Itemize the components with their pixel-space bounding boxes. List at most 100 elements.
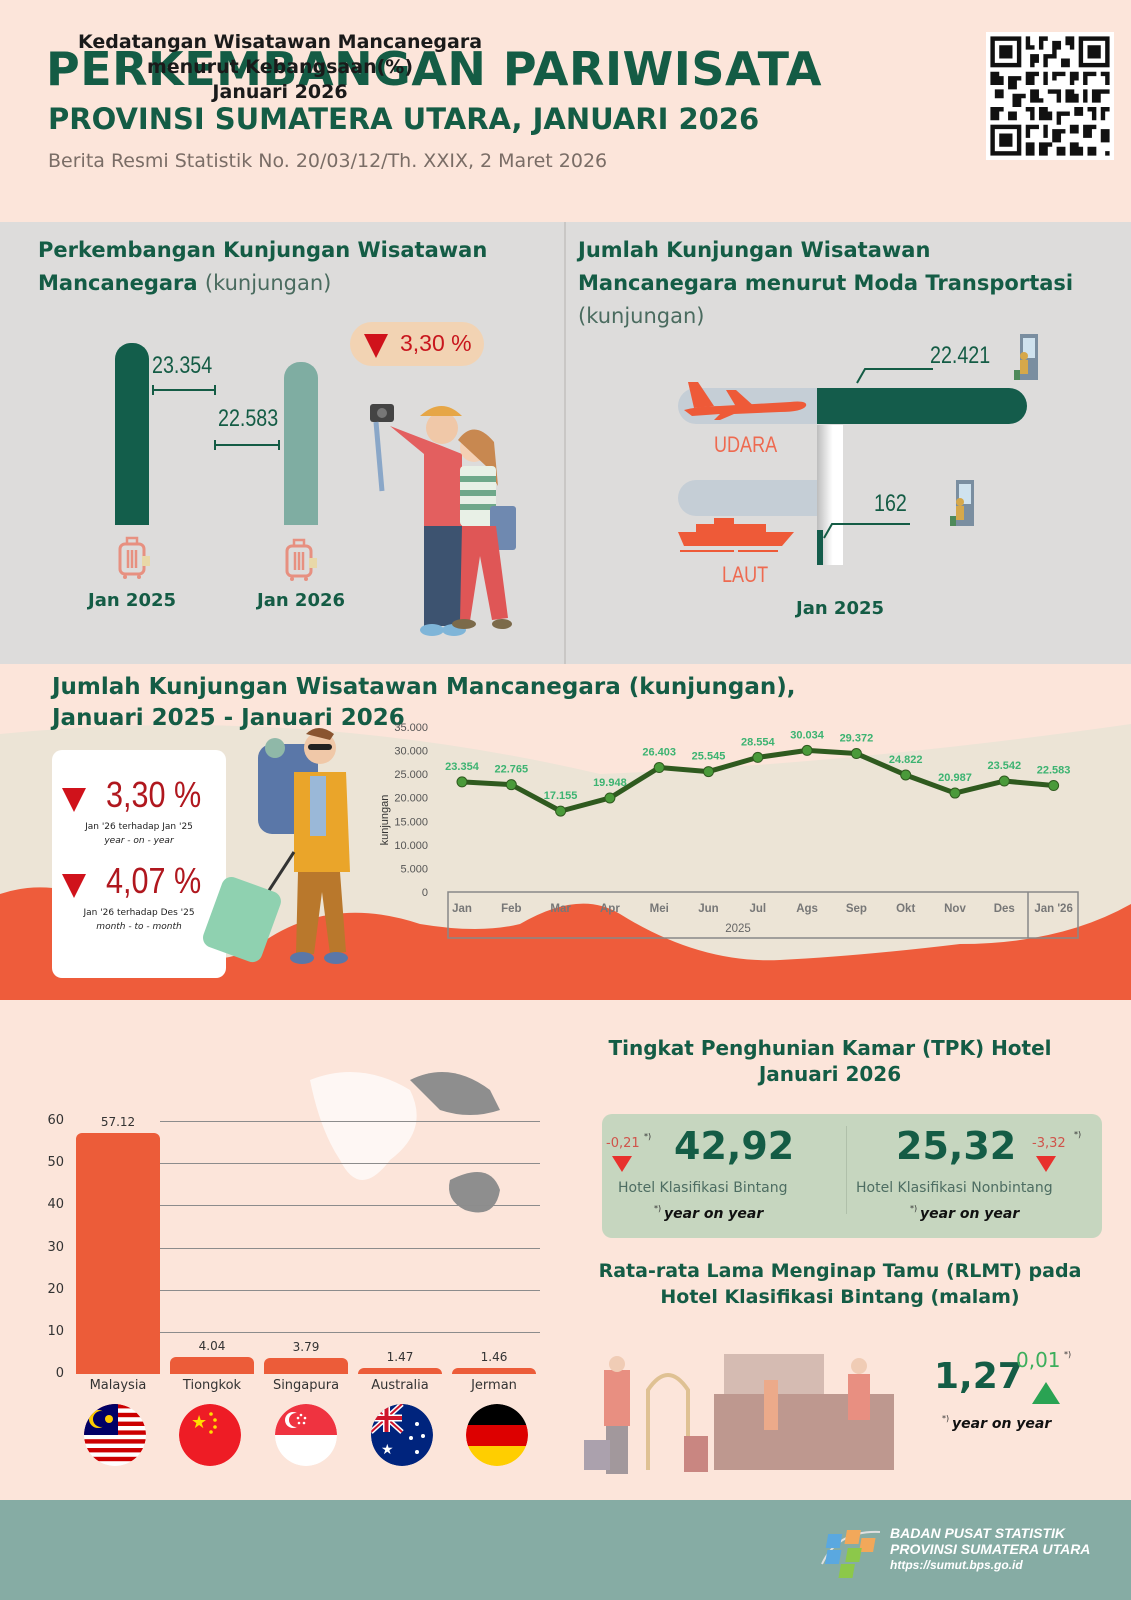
- x-tick-label: Jan: [452, 903, 472, 915]
- x-tick-label: Jan '26: [1034, 903, 1073, 915]
- flag-china-icon: ★: [179, 1404, 241, 1470]
- flag-australia-icon: ★: [371, 1404, 433, 1470]
- data-point: [1048, 780, 1060, 792]
- category-label: Malaysia: [89, 1378, 147, 1393]
- change-stats-card: 3,30 % Jan '26 terhadap Jan '25 year - o…: [52, 750, 226, 978]
- mtm-value: 4,07 %: [106, 860, 202, 901]
- data-point: [604, 792, 616, 804]
- nationality-title-line: menurut Kebangsaan(%): [146, 56, 414, 78]
- rlmt-note: year on year: [952, 1416, 1052, 1432]
- org-name: BADAN PUSAT STATISTIK: [890, 1525, 1065, 1541]
- tpk-title-line: Tingkat Penghunian Kamar (TPK) Hotel: [608, 1036, 1052, 1060]
- tpk-star-label: Hotel Klasifikasi Bintang: [618, 1180, 788, 1196]
- track-laut: [678, 480, 830, 516]
- flag-germany-icon: [466, 1404, 528, 1470]
- gridline: [160, 1331, 540, 1333]
- nationality-title: Kedatangan Wisatawan Mancanegara menurut…: [50, 30, 510, 105]
- transport-title-line: Jumlah Kunjungan Wisatawan: [578, 238, 931, 262]
- rlmt-value: 1,27: [934, 1356, 1023, 1397]
- qr-code-icon[interactable]: [986, 32, 1114, 160]
- y-tick-label: 0: [55, 1366, 64, 1381]
- x-tick-label: Sep: [846, 903, 867, 915]
- y-tick-label: 35.000: [394, 722, 428, 734]
- y-tick-label: 30: [47, 1239, 64, 1255]
- hotel-lobby-illustration: [584, 1354, 894, 1474]
- data-label: 28.554: [741, 736, 776, 748]
- mode-label-udara: UDARA: [714, 432, 778, 457]
- down-arrow-icon: [364, 334, 388, 358]
- trend-section: Jumlah Kunjungan Wisatawan Mancanegara (…: [0, 664, 1131, 1000]
- data-label: 23.542: [987, 760, 1021, 772]
- data-point: [555, 805, 567, 817]
- bar-jan-2025: [115, 343, 149, 525]
- gridline: [160, 1163, 540, 1165]
- data-label: 19.948: [593, 777, 627, 789]
- data-point: [703, 766, 714, 778]
- x-tick-label: Apr: [600, 903, 620, 915]
- yoy-value: 3,30 %: [106, 774, 202, 815]
- data-point: [900, 769, 912, 781]
- tpk-box: -0,21 *) 42,92 Hotel Klasifikasi Bintang…: [602, 1114, 1102, 1238]
- tpk-star-delta: -0,21: [606, 1136, 640, 1151]
- y-tick-label: 20: [47, 1281, 64, 1297]
- org-province: PROVINSI SUMATERA UTARA: [890, 1541, 1091, 1557]
- y-tick-label: 5.000: [400, 863, 428, 875]
- x-tick-label: Jun: [698, 903, 718, 915]
- data-point: [653, 762, 665, 774]
- rlmt-delta: 0,01: [1016, 1348, 1061, 1372]
- data-point: [850, 748, 862, 760]
- visits-title-bold: Perkembangan Kunjungan Wisatawan Mancane…: [38, 238, 488, 295]
- transport-title: Jumlah Kunjungan Wisatawan Mancanegara m…: [578, 234, 1118, 333]
- transport-title-line: Mancanegara menurut Moda Transportasi: [578, 271, 1074, 295]
- gridline: [160, 1289, 540, 1291]
- x-tick-label: Nov: [944, 903, 966, 915]
- tpk-star-value: 42,92: [674, 1124, 795, 1168]
- gridline: [160, 1205, 540, 1207]
- data-point: [949, 787, 961, 799]
- airplane-icon: [680, 376, 810, 426]
- data-label: 24.822: [889, 754, 923, 766]
- category-label: Australia: [371, 1378, 429, 1393]
- bar-australia: [358, 1367, 442, 1374]
- visits-title: Perkembangan Kunjungan Wisatawan Mancane…: [38, 234, 538, 300]
- tpk-nonstar-value: 25,32: [896, 1124, 1017, 1168]
- y-tick-label: 40: [47, 1197, 64, 1213]
- y-tick-label: 15.000: [394, 816, 428, 828]
- mtm-desc: Jan '26 terhadap Des '25: [83, 908, 195, 918]
- svg-text:★: ★: [191, 1412, 207, 1433]
- footnote-mark: *): [1064, 1350, 1072, 1359]
- data-label: 23.354: [445, 761, 480, 773]
- bar-value-label: 57.12: [100, 1115, 136, 1130]
- tpk-title-line: Januari 2026: [758, 1062, 902, 1086]
- flag-malaysia-icon: [84, 1404, 146, 1470]
- bar-value-label: 1.47: [386, 1349, 414, 1364]
- value-jan-2026: 22.583: [218, 405, 279, 432]
- trend-title: Jumlah Kunjungan Wisatawan Mancanegara (…: [52, 672, 796, 734]
- footnote-mark: *): [942, 1414, 950, 1423]
- category-label: Jerman: [471, 1378, 517, 1393]
- gate-traveler-icon: [1014, 334, 1040, 388]
- tpk-nonstar-note: year on year: [920, 1206, 1020, 1222]
- data-label: 26.403: [642, 747, 676, 759]
- page-subtitle: PROVINSI SUMATERA UTARA, JANUARI 2026: [48, 102, 760, 136]
- tpk-nonstar-delta: -3,32: [1032, 1136, 1066, 1151]
- down-arrow-icon: [612, 1156, 632, 1172]
- bar-malaysia: [76, 1133, 160, 1374]
- x-tick-label: Jul: [749, 903, 766, 915]
- x-tick-label: Mar: [550, 903, 571, 915]
- x-tick-label: Okt: [896, 903, 915, 915]
- flag-singapore-icon: [275, 1404, 337, 1470]
- data-point: [998, 775, 1010, 787]
- tpk-nonstar-label: Hotel Klasifikasi Nonbintang: [856, 1180, 1053, 1196]
- value-laut: 162: [874, 490, 907, 517]
- period-label: Jan 2025: [796, 598, 885, 619]
- leader-line: [856, 368, 933, 384]
- y-tick-label: 10: [47, 1323, 64, 1339]
- release-info: Berita Resmi Statistik No. 20/03/12/Th. …: [48, 150, 608, 172]
- visits-title-unit: (kunjungan): [204, 271, 332, 295]
- data-point: [505, 779, 517, 791]
- org-url-link[interactable]: https://sumut.bps.go.id: [890, 1558, 1023, 1572]
- x-tick-label: Mei: [650, 903, 669, 915]
- transport-title-unit: (kunjungan): [578, 304, 705, 328]
- bar-singapura: [264, 1358, 348, 1374]
